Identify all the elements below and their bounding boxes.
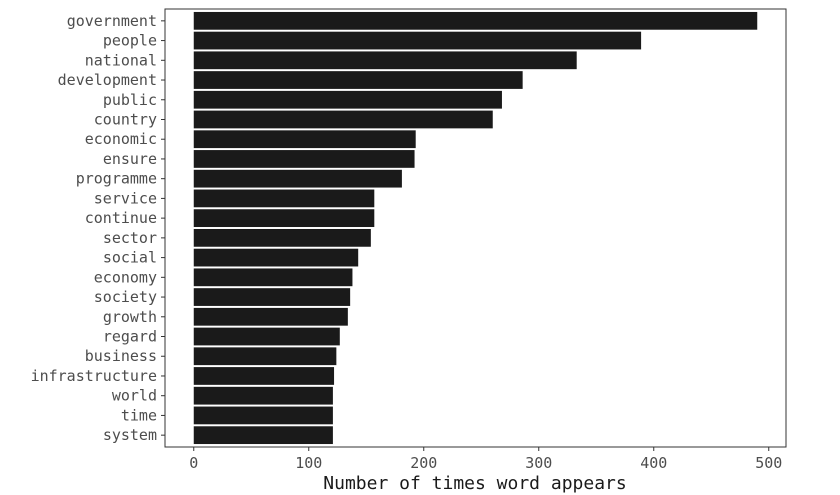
bars: [193, 11, 758, 445]
bar-business: [193, 347, 337, 366]
y-tick-label: time: [121, 406, 157, 424]
x-tick-label: 200: [410, 454, 437, 472]
bar-development: [193, 71, 523, 89]
y-tick-label: business: [85, 347, 157, 365]
bar-economic: [193, 130, 416, 149]
bar-service: [193, 189, 375, 208]
bar-programme: [193, 169, 402, 188]
x-axis: 0 100 200 300 400 500: [189, 447, 782, 472]
bar-world: [193, 386, 333, 405]
bar-public: [193, 90, 502, 109]
bar-society: [193, 288, 351, 306]
bar-regard: [193, 327, 340, 346]
bar-system: [193, 426, 333, 445]
x-axis-title: Number of times word appears: [323, 473, 626, 494]
y-tick-label: public: [103, 91, 157, 109]
x-tick-label: 100: [295, 454, 322, 472]
x-tick-label: 0: [189, 454, 198, 472]
bar-infrastructure: [193, 367, 335, 385]
y-tick-label: country: [94, 110, 157, 128]
y-tick-label: sector: [103, 229, 157, 247]
y-tick-label: world: [112, 387, 157, 405]
y-tick-label: national: [85, 51, 157, 69]
bar-growth: [193, 307, 348, 326]
y-tick-label: government: [67, 12, 157, 30]
y-tick-label: economy: [94, 268, 157, 286]
y-tick-label: people: [103, 32, 157, 50]
bar-time: [193, 406, 333, 425]
bar-economy: [193, 268, 353, 287]
bar-people: [193, 31, 642, 50]
y-tick-label: regard: [103, 328, 157, 346]
y-tick-label: service: [94, 189, 157, 207]
x-tick-label: 300: [525, 454, 552, 472]
bar-national: [193, 51, 577, 70]
y-tick-label: infrastructure: [31, 367, 157, 385]
y-tick-label: ensure: [103, 150, 157, 168]
bar-social: [193, 248, 359, 267]
bar-government: [193, 11, 758, 30]
y-tick-label: growth: [103, 308, 157, 326]
y-tick-label: continue: [85, 209, 157, 227]
y-tick-label: society: [94, 288, 157, 306]
x-tick-label: 400: [640, 454, 667, 472]
bar-country: [193, 110, 493, 129]
bar-ensure: [193, 150, 415, 168]
bar-continue: [193, 209, 375, 228]
y-tick-label: programme: [76, 170, 157, 188]
y-tick-label: system: [103, 426, 157, 444]
y-tick-label: economic: [85, 130, 157, 148]
y-tick-label: social: [103, 249, 157, 267]
x-tick-label: 500: [755, 454, 782, 472]
y-tick-label: development: [58, 71, 157, 89]
bar-sector: [193, 228, 371, 247]
